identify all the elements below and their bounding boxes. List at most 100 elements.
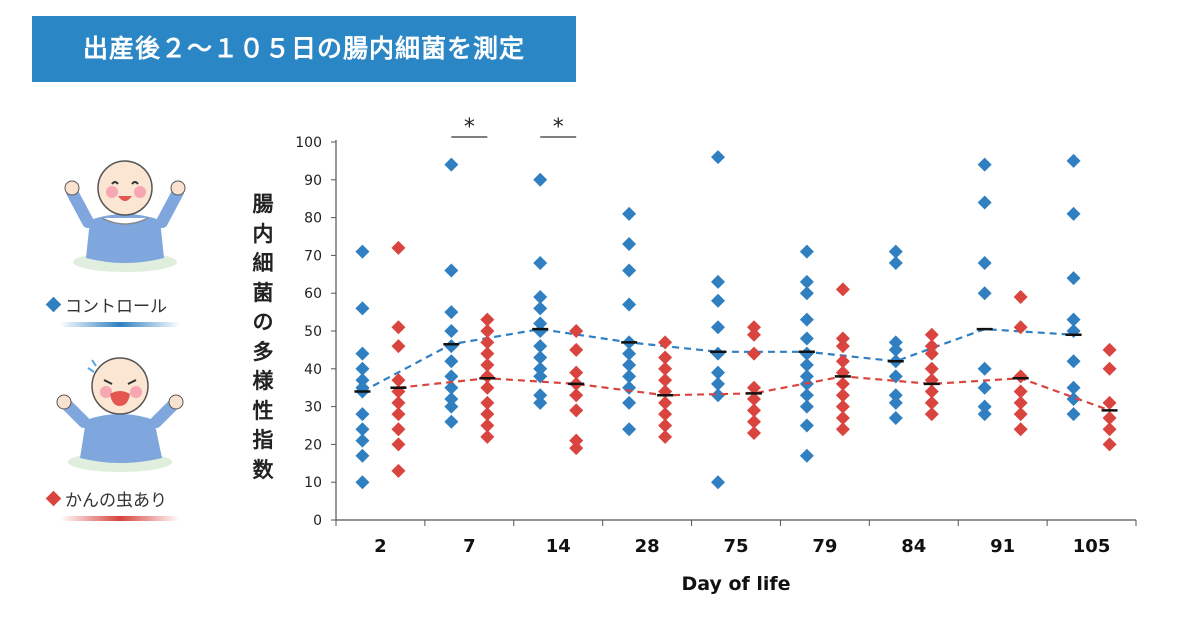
colic-data-point xyxy=(480,380,495,395)
colic-data-point xyxy=(658,407,673,422)
control-data-point xyxy=(799,312,814,327)
colic-data-point xyxy=(924,339,939,354)
control-data-point xyxy=(444,380,459,395)
happy-baby-illustration xyxy=(64,160,186,272)
colic-data-point xyxy=(569,365,584,380)
colic-data-point xyxy=(1102,361,1117,376)
control-data-point xyxy=(444,399,459,414)
significance-asterisk: * xyxy=(553,115,564,140)
control-data-point xyxy=(355,475,370,490)
control-data-point xyxy=(533,361,548,376)
legend-colic-label: かんの虫あり xyxy=(65,491,167,511)
colic-data-point xyxy=(835,282,850,297)
x-tick-label: 75 xyxy=(723,536,748,557)
control-data-point xyxy=(799,369,814,384)
control-data-point xyxy=(622,297,637,312)
control-data-point xyxy=(977,286,992,301)
control-data-point xyxy=(977,399,992,414)
control-data-point xyxy=(622,395,637,410)
colic-data-point xyxy=(1013,384,1028,399)
y-tick-label: 100 xyxy=(295,135,322,151)
colic-data-point xyxy=(391,407,406,422)
control-data-point xyxy=(1066,206,1081,221)
control-data-point xyxy=(533,395,548,410)
x-tick-label: 84 xyxy=(901,536,926,557)
colic-data-point xyxy=(480,346,495,361)
colic-data-point xyxy=(658,361,673,376)
colic-data-point xyxy=(658,418,673,433)
control-data-point xyxy=(711,376,725,391)
x-tick-label: 7 xyxy=(463,536,476,557)
colic-data-point xyxy=(391,373,406,388)
control-data-point xyxy=(355,373,370,388)
control-data-point xyxy=(533,316,548,331)
colic-data-point xyxy=(391,320,406,335)
colic-data-point xyxy=(1013,320,1028,335)
colic-data-point xyxy=(924,407,939,422)
control-data-point xyxy=(888,395,903,410)
colic-data-point xyxy=(391,240,406,255)
control-data-point xyxy=(711,388,725,403)
colic-data-point xyxy=(835,410,850,425)
control-data-point xyxy=(355,346,370,361)
y-axis-label: 腸内細菌の多様性指数 xyxy=(252,192,274,482)
colic-data-point xyxy=(1102,395,1117,410)
colic-data-point xyxy=(1102,437,1117,452)
control-data-point xyxy=(355,407,370,422)
control-data-point xyxy=(799,286,814,301)
colic-data-point xyxy=(391,437,406,452)
colic-data-point xyxy=(569,342,584,357)
control-data-point xyxy=(533,388,548,403)
colic-data-point xyxy=(480,358,495,373)
control-data-point xyxy=(711,475,725,490)
control-data-point xyxy=(799,418,814,433)
control-data-point xyxy=(533,324,548,338)
control-data-point xyxy=(711,150,725,165)
control-data-point xyxy=(1066,153,1081,168)
control-data-point xyxy=(888,255,903,270)
colic-data-point xyxy=(747,380,761,395)
control-data-point xyxy=(444,305,459,320)
colic-data-point xyxy=(569,441,584,456)
colic-data-point xyxy=(391,463,406,478)
control-data-point xyxy=(533,172,548,187)
colic-data-point xyxy=(480,407,495,422)
x-tick-label: 79 xyxy=(812,536,837,557)
control-data-point xyxy=(799,399,814,414)
control-data-point xyxy=(622,346,637,361)
y-tick-label: 60 xyxy=(304,286,322,302)
control-data-point xyxy=(533,369,548,384)
colic-data-point xyxy=(569,324,584,338)
colic-data-point xyxy=(924,361,939,376)
control-data-point xyxy=(622,369,637,384)
y-tick-label: 90 xyxy=(304,173,322,189)
legend-colic: かんの虫あり xyxy=(45,486,167,511)
colic-data-point xyxy=(924,384,939,399)
legend-control-label: コントロール xyxy=(65,297,167,317)
control-data-point xyxy=(711,274,725,289)
colic-data-point xyxy=(1013,369,1028,384)
colic-data-point xyxy=(569,388,584,403)
control-data-point xyxy=(444,339,459,354)
x-axis-title: Day of life xyxy=(681,573,790,595)
control-data-point xyxy=(977,361,992,376)
y-tick-label: 20 xyxy=(304,437,322,453)
control-data-point xyxy=(977,255,992,270)
control-data-point xyxy=(1066,354,1081,369)
control-data-point xyxy=(622,263,637,278)
control-data-point xyxy=(888,388,903,403)
control-data-point xyxy=(977,195,992,210)
control-data-point xyxy=(799,346,814,361)
colic-data-point xyxy=(391,422,406,437)
colic-data-point xyxy=(1102,410,1117,425)
control-data-point xyxy=(622,206,637,221)
control-data-point xyxy=(711,293,725,308)
crying-baby-illustration xyxy=(56,357,184,472)
colic-data-point xyxy=(924,346,939,361)
control-data-point xyxy=(799,358,814,373)
y-tick-label: 0 xyxy=(313,513,322,529)
control-data-point xyxy=(1066,312,1081,327)
control-data-point xyxy=(622,237,637,252)
x-tick-label: 2 xyxy=(374,536,387,557)
